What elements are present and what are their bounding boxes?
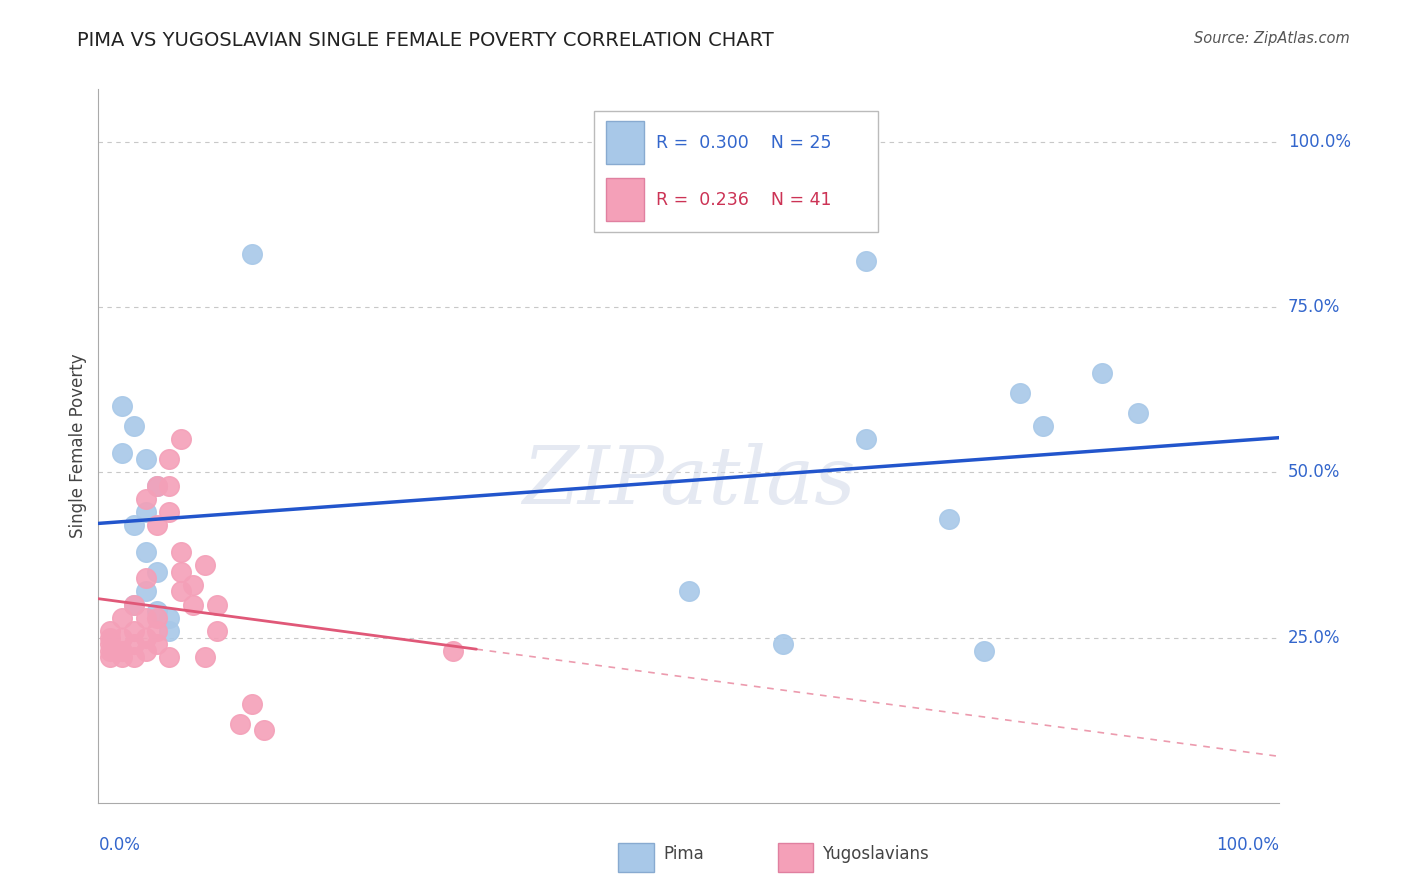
Point xyxy=(205,598,228,612)
Text: 25.0%: 25.0% xyxy=(1288,629,1340,647)
Point xyxy=(441,644,464,658)
Point xyxy=(146,611,169,625)
Point xyxy=(157,505,180,519)
Point xyxy=(122,598,145,612)
Point xyxy=(122,637,145,651)
Text: PIMA VS YUGOSLAVIAN SINGLE FEMALE POVERTY CORRELATION CHART: PIMA VS YUGOSLAVIAN SINGLE FEMALE POVERT… xyxy=(77,31,775,50)
Point xyxy=(122,598,145,612)
Point xyxy=(170,545,193,559)
FancyBboxPatch shape xyxy=(606,178,644,221)
Text: R =  0.300    N = 25: R = 0.300 N = 25 xyxy=(655,134,831,152)
Point xyxy=(146,565,169,579)
Point xyxy=(855,254,877,268)
Point xyxy=(229,716,252,731)
Point xyxy=(205,624,228,638)
FancyBboxPatch shape xyxy=(619,844,654,872)
Point xyxy=(240,247,263,261)
Point xyxy=(135,571,157,585)
Point xyxy=(135,611,157,625)
Point xyxy=(111,445,134,459)
Point xyxy=(181,578,204,592)
Point xyxy=(855,433,877,447)
Point xyxy=(135,491,157,506)
Point xyxy=(1126,406,1149,420)
Point xyxy=(111,611,134,625)
Point xyxy=(122,624,145,638)
Point xyxy=(135,452,157,467)
Point xyxy=(98,624,121,638)
Point xyxy=(122,650,145,665)
Point xyxy=(135,545,157,559)
Point xyxy=(135,631,157,645)
Point xyxy=(157,452,180,467)
Text: Source: ZipAtlas.com: Source: ZipAtlas.com xyxy=(1194,31,1350,46)
FancyBboxPatch shape xyxy=(606,121,644,164)
Text: Yugoslavians: Yugoslavians xyxy=(823,846,929,863)
Point xyxy=(98,631,121,645)
Point xyxy=(146,518,169,533)
Point xyxy=(146,478,169,492)
Text: 50.0%: 50.0% xyxy=(1288,464,1340,482)
Point xyxy=(146,604,169,618)
Point xyxy=(973,644,995,658)
Point xyxy=(170,565,193,579)
Point xyxy=(146,478,169,492)
Point xyxy=(98,650,121,665)
Text: 100.0%: 100.0% xyxy=(1216,836,1279,855)
Point xyxy=(157,624,180,638)
Y-axis label: Single Female Poverty: Single Female Poverty xyxy=(69,354,87,538)
Point xyxy=(98,637,121,651)
Point xyxy=(157,650,180,665)
Text: R =  0.236    N = 41: R = 0.236 N = 41 xyxy=(655,191,831,209)
FancyBboxPatch shape xyxy=(595,111,877,232)
Point xyxy=(194,650,217,665)
Point xyxy=(111,631,134,645)
Text: 75.0%: 75.0% xyxy=(1288,298,1340,317)
Point xyxy=(135,584,157,599)
Point xyxy=(170,433,193,447)
Text: 0.0%: 0.0% xyxy=(98,836,141,855)
Point xyxy=(678,584,700,599)
Point xyxy=(1091,367,1114,381)
Point xyxy=(135,644,157,658)
Point xyxy=(135,505,157,519)
Point xyxy=(938,511,960,525)
Point xyxy=(194,558,217,572)
Point xyxy=(111,644,134,658)
Point xyxy=(157,478,180,492)
Point xyxy=(170,584,193,599)
Point xyxy=(111,650,134,665)
Point xyxy=(122,518,145,533)
Text: 100.0%: 100.0% xyxy=(1288,133,1351,151)
Point xyxy=(122,419,145,434)
Point xyxy=(253,723,276,738)
Point xyxy=(181,598,204,612)
Point xyxy=(157,611,180,625)
Point xyxy=(772,637,794,651)
Point xyxy=(146,637,169,651)
Text: Pima: Pima xyxy=(664,846,704,863)
Point xyxy=(146,624,169,638)
Point xyxy=(240,697,263,711)
FancyBboxPatch shape xyxy=(778,844,813,872)
Point xyxy=(98,644,121,658)
Point xyxy=(111,400,134,414)
Point xyxy=(1032,419,1054,434)
Point xyxy=(1008,386,1031,401)
Text: ZIPatlas: ZIPatlas xyxy=(522,443,856,520)
